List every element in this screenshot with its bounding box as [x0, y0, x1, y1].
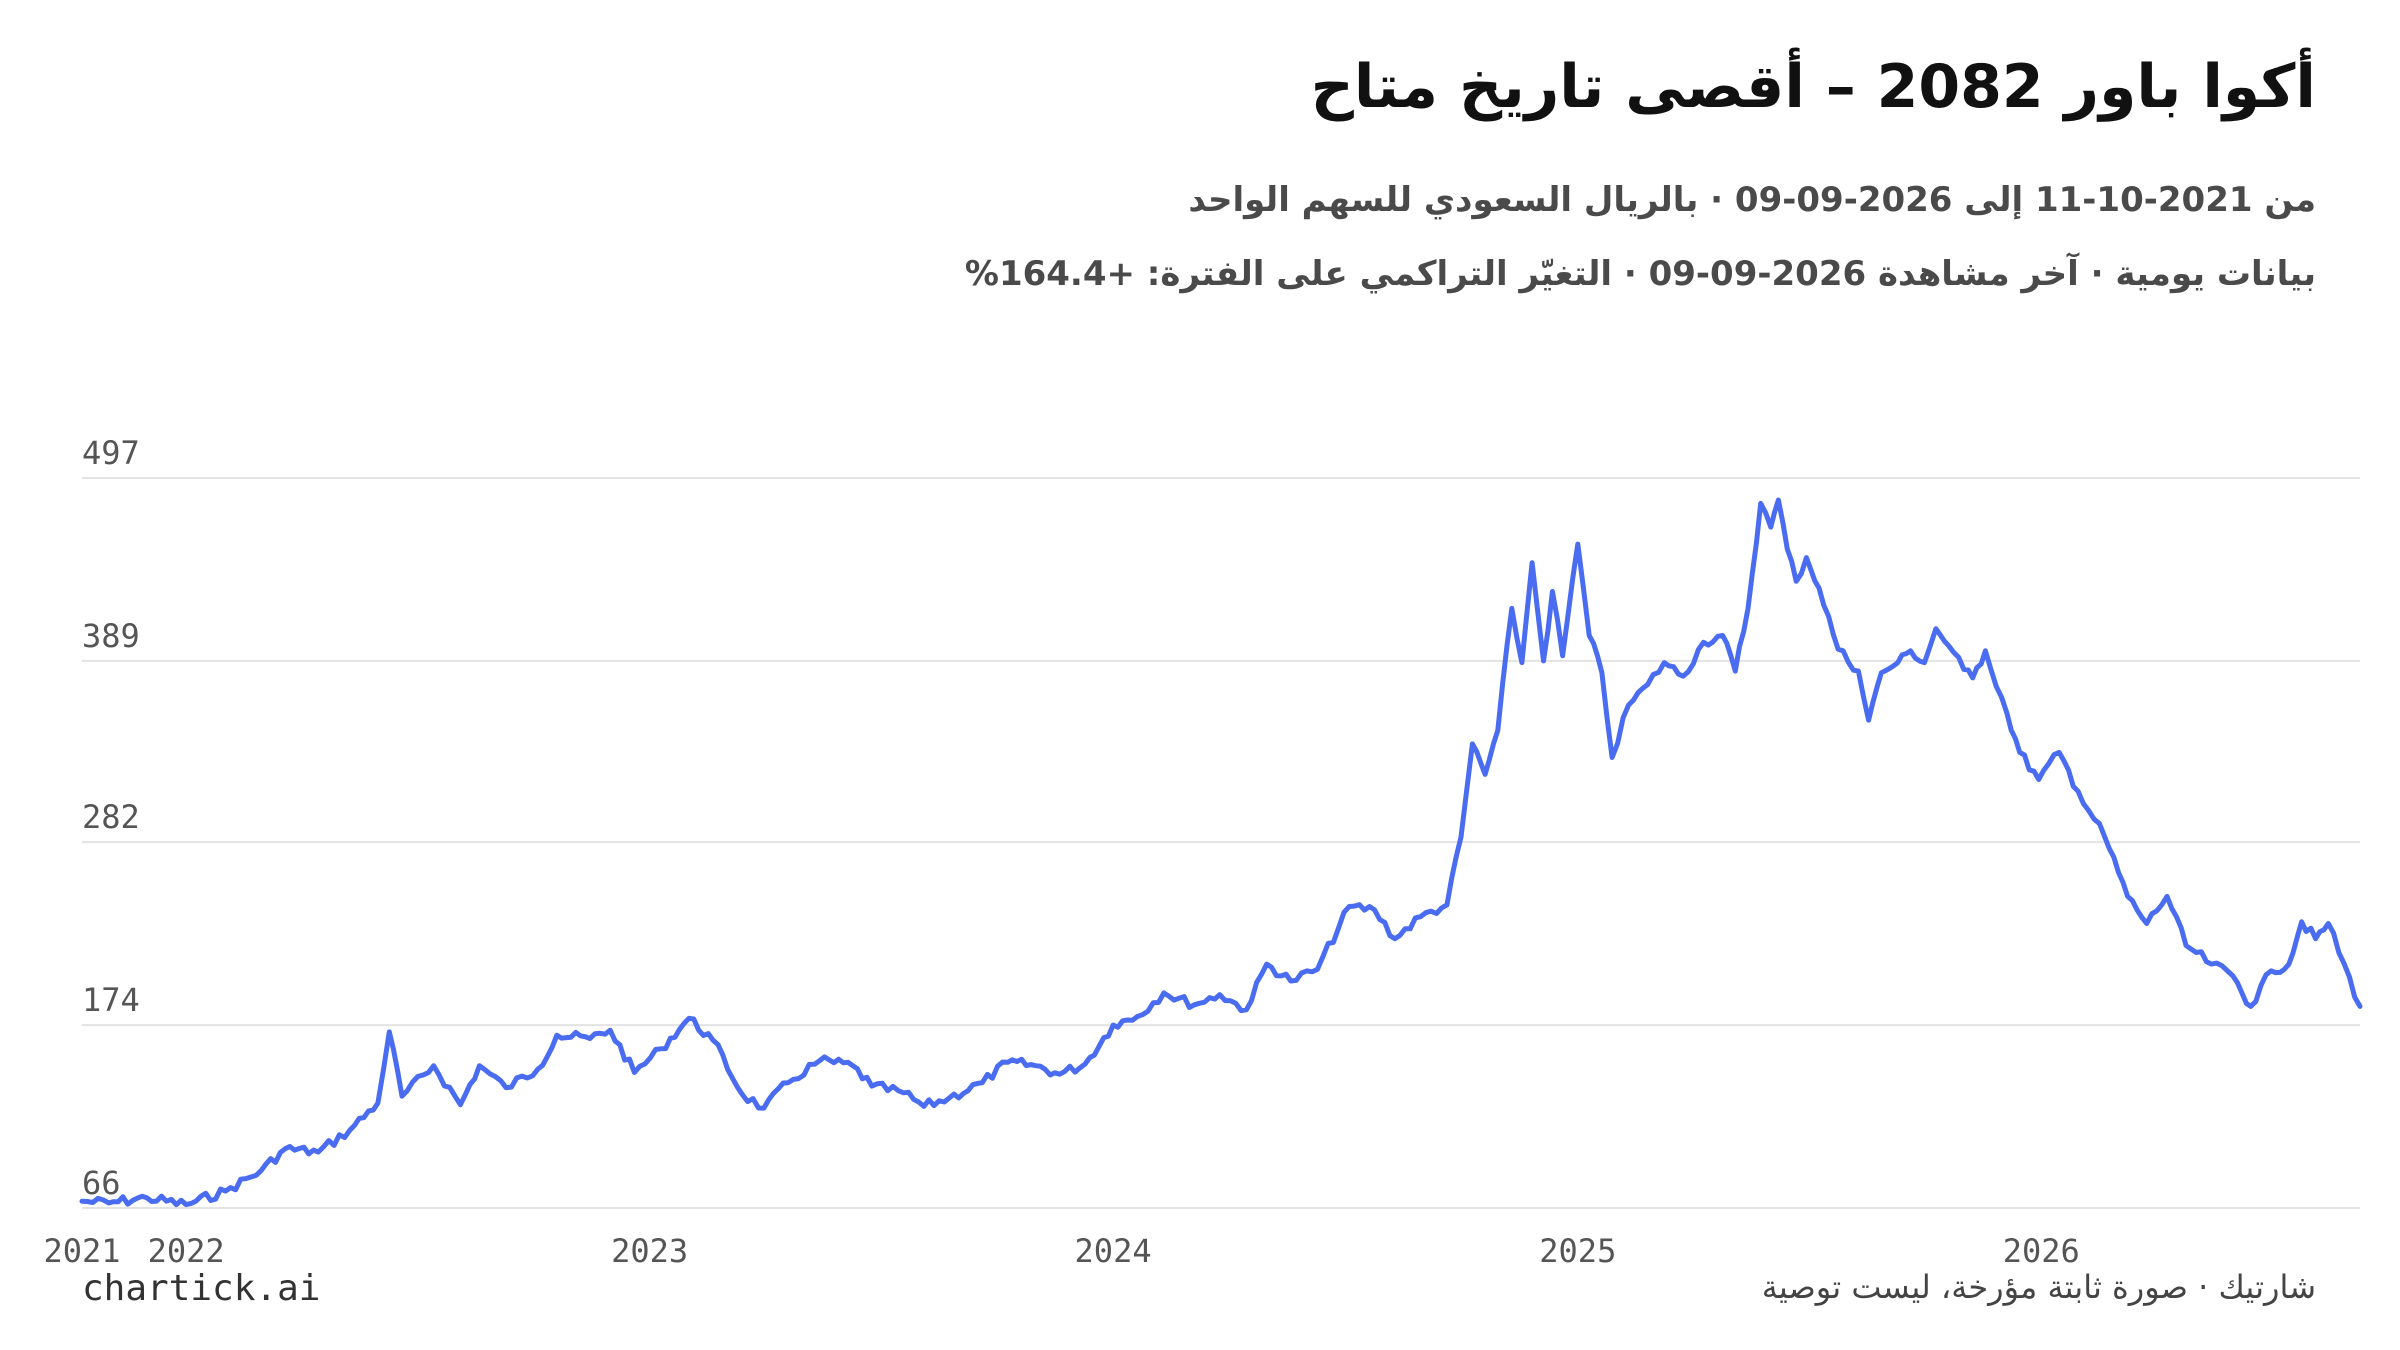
y-tick-label-174: 174 [82, 981, 140, 1019]
y-tick-label-389: 389 [82, 617, 140, 655]
x-tick-label-2024: 2024 [1075, 1232, 1152, 1270]
footer-disclaimer: شارتيك · صورة ثابتة مؤرخة، ليست توصية [1761, 1268, 2316, 1306]
price-line-series-0 [79, 497, 2363, 1208]
chart-subtitle: من 2021-10-11 إلى 2026-09-09 · بالريال ا… [1188, 180, 2316, 220]
y-tick-label-282: 282 [82, 798, 140, 836]
x-tick-label-2026: 2026 [2003, 1232, 2080, 1270]
y-tick-label-66: 66 [82, 1164, 121, 1202]
chart-title: أكوا باور 2082 – أقصى تاريخ متاح [1310, 52, 2316, 122]
x-tick-label-2022: 2022 [148, 1232, 225, 1270]
x-tick-label-2023: 2023 [611, 1232, 688, 1270]
brand-logo-text: chartick.ai [82, 1268, 321, 1309]
x-tick-label-2025: 2025 [1539, 1232, 1616, 1270]
x-tick-label-2021: 2021 [43, 1232, 120, 1270]
chart-summary: بيانات يومية · آخر مشاهدة 2026-09-09 · ا… [964, 254, 2316, 294]
y-tick-label-497: 497 [82, 434, 140, 472]
